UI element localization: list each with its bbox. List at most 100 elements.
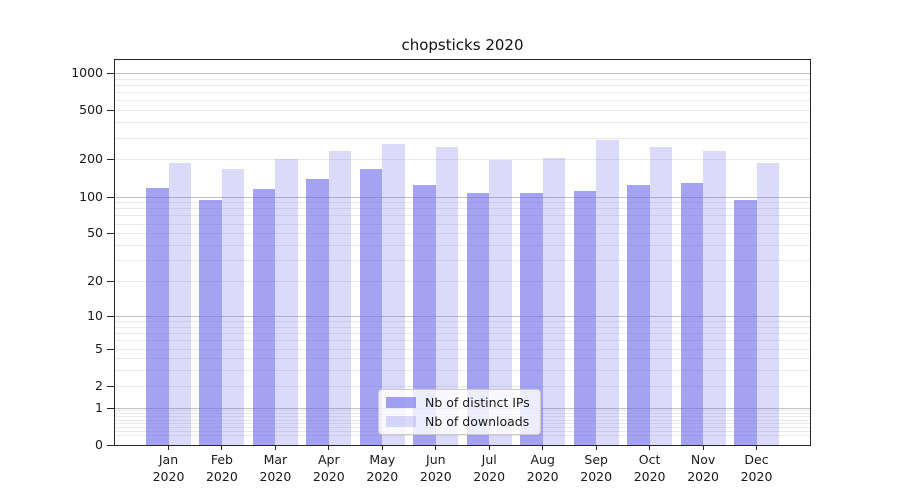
legend-swatch-distinct-ips <box>386 397 416 408</box>
bar-downloads-aug <box>542 157 566 445</box>
bar-distinct-ips-jul <box>466 192 490 445</box>
y-tick-label: 100 <box>79 188 103 204</box>
gridline-minor <box>115 100 810 102</box>
x-tick-label-aug: Aug 2020 <box>508 452 578 485</box>
bar-distinct-ips-mar <box>252 188 276 445</box>
legend: Nb of distinct IPs Nb of downloads <box>378 389 541 435</box>
x-tick-mark <box>542 445 544 450</box>
x-tick-month: Oct <box>638 452 661 467</box>
gridline-minor <box>115 340 810 342</box>
gridline-minor <box>115 358 810 360</box>
x-tick-year: 2020 <box>687 468 719 484</box>
gridline-minor <box>115 202 810 204</box>
gridline-minor <box>115 215 810 217</box>
y-tick-label: 0 <box>95 437 103 452</box>
x-tick-label-nov: Nov 2020 <box>668 452 738 485</box>
bar-downloads-dec <box>756 163 779 445</box>
gridline-minor <box>115 281 810 282</box>
x-tick-label-jun: Jun 2020 <box>401 452 471 485</box>
y-tick-mark <box>107 233 114 235</box>
x-tick-month: Nov <box>690 452 716 467</box>
x-tick-year: 2020 <box>419 468 452 484</box>
x-tick-mark <box>221 445 223 450</box>
x-tick-label-apr: Apr 2020 <box>294 452 364 485</box>
legend-item-downloads: Nb of downloads <box>386 414 530 429</box>
x-tick-year: 2020 <box>366 468 399 484</box>
bar-distinct-ips-aug <box>520 193 543 445</box>
bar-downloads-sep <box>596 140 619 445</box>
bar-distinct-ips-sep <box>573 191 597 445</box>
x-tick-year: 2020 <box>526 468 559 484</box>
gridline-minor <box>115 321 810 322</box>
legend-swatch-downloads <box>386 416 416 427</box>
y-tick-mark <box>107 110 114 112</box>
x-tick-month: Aug <box>530 452 555 467</box>
gridline-major <box>115 196 810 198</box>
bar-distinct-ips-oct <box>627 184 650 445</box>
y-tick-label: 50 <box>87 225 103 241</box>
bars-layer <box>115 60 810 445</box>
plot-area: Nb of distinct IPs Nb of downloads 0 1 2 5 1… <box>71 59 811 484</box>
y-tick-mark <box>107 281 114 282</box>
y-tick-label: 2 <box>95 377 103 393</box>
x-tick-mark <box>328 445 330 450</box>
x-tick-month: Sep <box>584 452 608 467</box>
gridline-major <box>115 315 810 317</box>
y-tick-mark <box>107 315 114 317</box>
y-tick-label: 1000 <box>71 64 103 80</box>
axis-ticks-layer: 0 1 2 5 10 20 50 100 200 500 1000 Jan 2020 Feb 2020 Mar… <box>71 60 810 484</box>
x-tick-mark <box>702 445 704 450</box>
y-tick-label: 5 <box>95 340 103 356</box>
x-tick-label-sep: Sep 2020 <box>561 452 631 485</box>
x-tick-year: 2020 <box>312 468 345 484</box>
bar-downloads-jun <box>435 147 459 445</box>
x-tick-label-oct: Oct 2020 <box>615 452 685 485</box>
bar-downloads-feb <box>221 169 245 445</box>
chart-title: chopsticks 2020 <box>401 36 524 54</box>
y-tick-label: 20 <box>87 273 103 288</box>
legend-item-distinct-ips: Nb of distinct IPs <box>386 395 530 410</box>
bar-distinct-ips-jan <box>146 188 169 445</box>
legend-label-distinct-ips: Nb of distinct IPs <box>425 395 530 410</box>
x-tick-mark <box>274 445 276 450</box>
x-tick-mark <box>595 445 597 450</box>
x-tick-year: 2020 <box>633 468 666 484</box>
gridline-minor <box>115 122 810 124</box>
x-tick-label-may: May 2020 <box>347 452 417 485</box>
legend-label-downloads: Nb of downloads <box>425 414 530 429</box>
bar-downloads-jul <box>489 160 512 445</box>
x-tick-label-dec: Dec 2020 <box>722 452 792 485</box>
x-tick-year: 2020 <box>580 468 613 484</box>
y-tick-mark <box>107 385 114 387</box>
bar-distinct-ips-apr <box>306 178 329 445</box>
y-tick-mark <box>107 196 114 198</box>
bar-distinct-ips-nov <box>680 183 704 445</box>
x-tick-month: Jun <box>426 452 446 467</box>
x-tick-mark <box>381 445 383 450</box>
x-tick-month: Feb <box>210 452 233 467</box>
gridline-minor <box>115 92 810 94</box>
gridline-major <box>115 72 810 74</box>
y-tick-mark <box>107 445 114 446</box>
gridline-minor <box>115 223 810 225</box>
bar-downloads-apr <box>328 151 352 445</box>
x-tick-mark <box>488 445 490 450</box>
gridline-minor <box>115 370 810 372</box>
gridline-minor <box>115 260 810 262</box>
x-tick-month: Jan <box>158 452 179 467</box>
x-tick-label-mar: Mar 2020 <box>240 452 310 485</box>
bar-downloads-oct <box>649 147 673 445</box>
gridline-minor <box>115 233 810 235</box>
y-tick-mark <box>107 72 114 74</box>
gridline-minor <box>115 245 810 246</box>
x-tick-mark <box>435 445 437 450</box>
bar-downloads-may <box>382 143 405 445</box>
gridline-minor <box>115 208 810 210</box>
x-tick-month: Mar <box>263 452 288 467</box>
bar-distinct-ips-feb <box>199 199 222 445</box>
y-tick-label: 10 <box>87 307 103 323</box>
gridline-minor <box>115 110 810 112</box>
gridline-minor <box>115 348 810 350</box>
x-tick-year: 2020 <box>152 468 185 484</box>
